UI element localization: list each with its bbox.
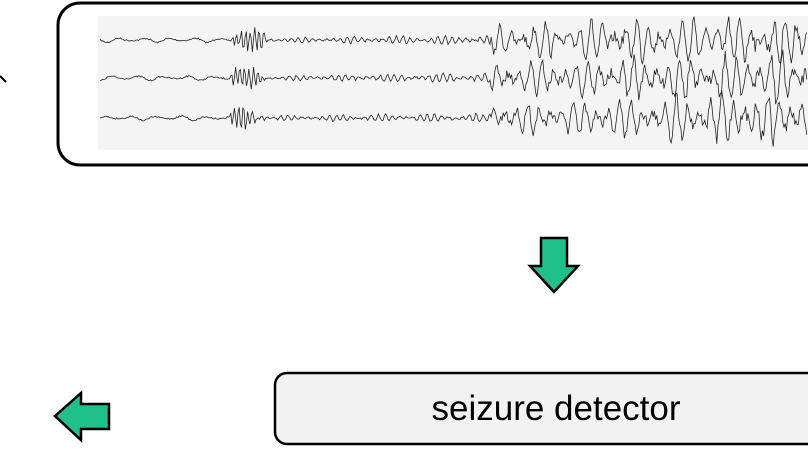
eeg-trace-line bbox=[99, 16, 808, 65]
eeg-trace-line bbox=[99, 90, 808, 147]
left-arrow-icon bbox=[53, 390, 111, 443]
down-arrow-icon bbox=[527, 236, 581, 294]
eeg-trace-line bbox=[99, 49, 808, 105]
eeg-traces bbox=[99, 16, 808, 147]
seizure-detector-box bbox=[273, 371, 808, 446]
edge-tick bbox=[0, 75, 7, 83]
seizure-detector-label: seizure detector bbox=[431, 389, 681, 428]
eeg-plot-area bbox=[98, 16, 808, 150]
